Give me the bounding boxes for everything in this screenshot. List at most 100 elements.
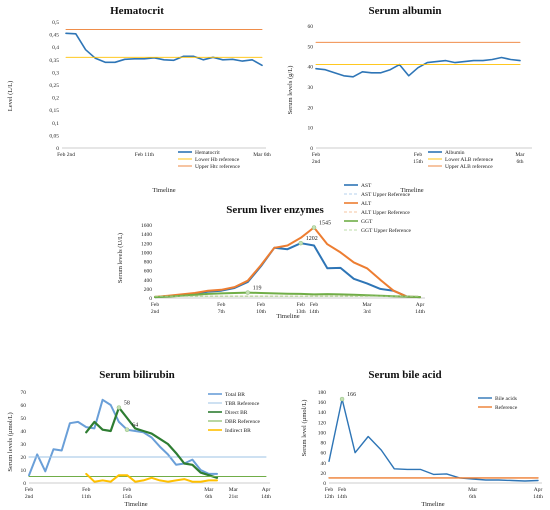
x-tick-label: 11th xyxy=(81,494,91,500)
legend-label: Albumin xyxy=(445,150,465,156)
x-tick-label: 14th xyxy=(415,309,425,315)
y-tick-label: 10 xyxy=(21,468,27,474)
data-point-marker xyxy=(116,405,122,410)
x-axis-title: Timeline xyxy=(421,501,444,508)
legend-label: Direct BR xyxy=(225,410,248,416)
legend-label: Lower ALB reference xyxy=(445,156,494,163)
data-label: 119 xyxy=(253,286,262,292)
y-tick-label: 0,2 xyxy=(52,96,59,102)
series-line-ast xyxy=(154,242,421,299)
x-tick-label: 3rd xyxy=(363,309,371,315)
y-tick-label: 200 xyxy=(144,287,153,293)
legend: AST AST Upper Reference ALT ALT Upper Refer… xyxy=(344,183,412,234)
chart-title: Serum bile acid xyxy=(368,369,441,381)
y-tick-label: 0 xyxy=(23,481,26,487)
x-tick-label: Feb xyxy=(257,302,266,308)
data-point-marker xyxy=(245,290,250,295)
x-tick-label: Feb 2nd xyxy=(57,152,75,158)
legend-label: Total BR xyxy=(225,392,245,398)
y-tick-label: 60 xyxy=(21,403,27,409)
y-tick-label: 0,5 xyxy=(52,20,59,26)
legend-label: Reference xyxy=(495,404,518,411)
series-line-bile-acids xyxy=(328,398,539,482)
x-tick-label: Feb xyxy=(25,487,34,493)
x-tick-label: 6th xyxy=(205,494,212,500)
y-tick-label: 30 xyxy=(21,442,27,448)
x-tick-label: Feb xyxy=(123,487,132,493)
data-label: 64 xyxy=(132,423,138,429)
x-tick-label: 2nd xyxy=(151,309,160,315)
y-tick-label: 0 xyxy=(149,296,152,302)
y-tick-label: 800 xyxy=(144,260,153,266)
chart-albumin: Serum albumin Serum levels (g/L) Timeline 0… xyxy=(287,5,532,194)
y-axis-title: Serum level (µmol/L) xyxy=(301,400,308,457)
series-line-alt xyxy=(154,226,421,299)
y-tick-label: 50 xyxy=(308,44,314,50)
y-tick-label: 40 xyxy=(308,65,314,71)
y-tick-label: 0,3 xyxy=(52,70,59,76)
x-tick-label: Feb xyxy=(310,302,319,308)
y-tick-label: 10 xyxy=(308,126,314,132)
y-tick-label: 0,45 xyxy=(49,33,59,39)
legend-label: GGT xyxy=(361,219,373,225)
y-tick-label: 120 xyxy=(318,420,327,426)
x-tick-label: 14th xyxy=(309,309,319,315)
x-tick-label: 14th xyxy=(261,494,271,500)
x-tick-label: Apr xyxy=(416,302,425,308)
y-tick-label: 60 xyxy=(308,24,314,30)
chart-title: Serum liver enzymes xyxy=(226,204,324,216)
x-tick-label: Feb xyxy=(312,152,321,158)
y-axis-title: Level (L/L) xyxy=(7,81,14,112)
x-tick-label: Mar xyxy=(515,152,524,158)
x-tick-label: Feb xyxy=(338,487,347,493)
x-axis-title: Timeline xyxy=(400,187,423,194)
legend-label: Indirect BR xyxy=(225,428,251,434)
y-tick-label: 20 xyxy=(321,471,327,477)
series-line-ggt xyxy=(154,291,421,299)
y-tick-label: 60 xyxy=(321,451,327,457)
legend-label: ALT xyxy=(361,201,372,207)
y-tick-label: 140 xyxy=(318,410,327,416)
x-tick-label: 10th xyxy=(256,309,266,315)
data-point-marker xyxy=(124,427,130,432)
data-label: 166 xyxy=(347,392,356,398)
data-label: 58 xyxy=(124,401,130,407)
data-label: 1545 xyxy=(319,221,331,227)
x-tick-label: Feb xyxy=(297,302,306,308)
legend-label: Upper ALB reference xyxy=(445,163,493,170)
x-tick-label: 2nd xyxy=(25,494,34,500)
x-tick-label: Mar xyxy=(362,302,371,308)
y-tick-label: 100 xyxy=(318,430,327,436)
y-axis-title: Serum levels (U/L) xyxy=(117,233,124,283)
chart-title: Serum bilirubin xyxy=(99,369,175,381)
y-tick-label: 0,25 xyxy=(49,83,59,89)
x-tick-label: 13th xyxy=(296,309,306,315)
x-tick-label: 21st xyxy=(229,494,239,500)
x-tick-label: Feb xyxy=(325,487,334,493)
x-tick-label: Mar xyxy=(468,487,477,493)
y-tick-label: 0,05 xyxy=(49,133,59,139)
chart-title: Serum albumin xyxy=(368,5,441,17)
y-tick-label: 180 xyxy=(318,390,327,396)
x-axis-title: Timeline xyxy=(276,313,299,320)
y-axis-title: Serum levels (g/L) xyxy=(287,66,294,115)
x-tick-label: 15th xyxy=(122,494,132,500)
x-tick-label: 2nd xyxy=(312,159,321,165)
x-tick-label: 7th xyxy=(218,309,225,315)
y-tick-label: 40 xyxy=(321,461,327,467)
series-line-hematocrit xyxy=(65,32,263,67)
y-tick-label: 1400 xyxy=(141,232,152,238)
y-tick-label: 400 xyxy=(144,278,153,284)
x-tick-label: 14th xyxy=(337,494,347,500)
legend-label: Bile acids xyxy=(495,396,517,402)
y-tick-label: 0,15 xyxy=(49,108,59,114)
y-tick-label: 20 xyxy=(308,105,314,111)
x-tick-label: Mar 6th xyxy=(253,152,271,158)
chart-liver: Serum liver enzymes Serum levels (U/L) Tim… xyxy=(117,183,425,320)
legend: Total BR TBR Reference Direct BR DBR Refere… xyxy=(208,392,261,434)
series-line-direct-br xyxy=(85,406,219,479)
y-tick-label: 0,4 xyxy=(52,45,59,51)
